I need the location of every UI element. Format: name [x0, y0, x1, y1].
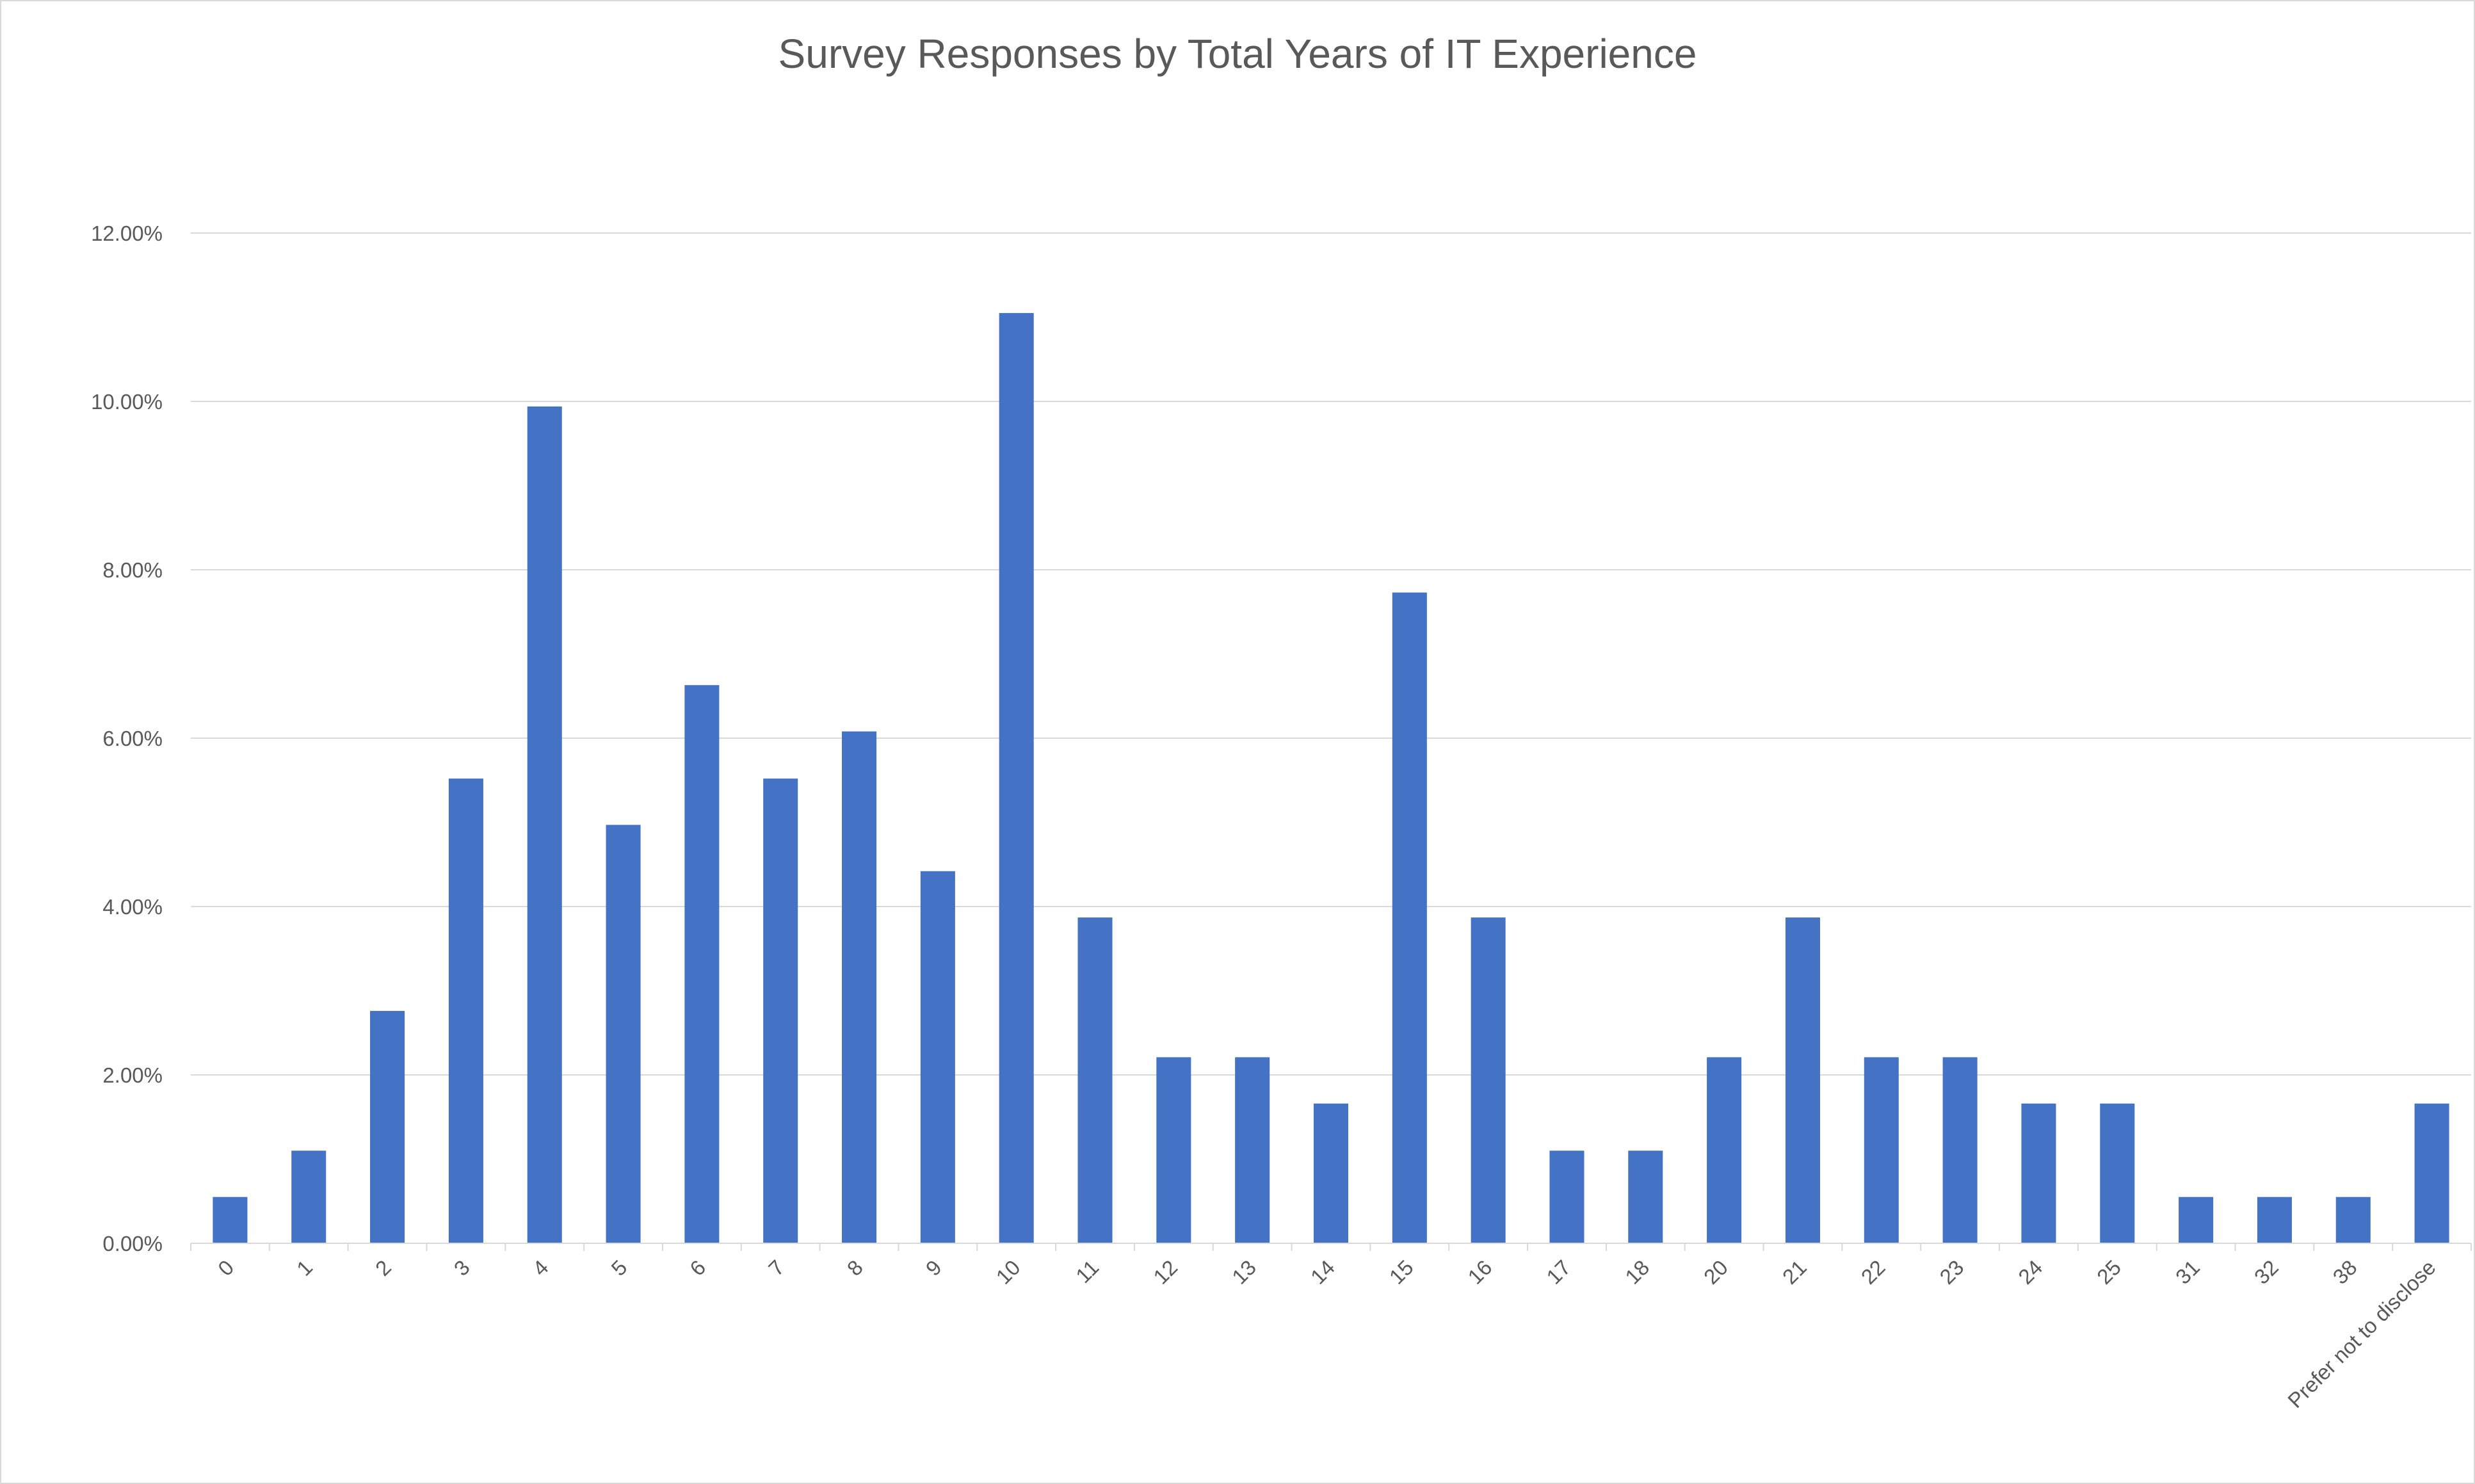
y-tick-label: 0.00% [102, 1232, 163, 1255]
bars [213, 312, 2449, 1243]
x-tick-label: 21 [1778, 1255, 1811, 1289]
x-axis-tick-labels: 0 1 2 3 4 5 6 7 8 9 10 11 12 13 14 15 16 17 18 20 21 22 23 24 25… [213, 1255, 2440, 1412]
x-tick-label: 11 [1071, 1255, 1103, 1287]
x-tick-label: 16 [1463, 1255, 1496, 1289]
bar [1785, 917, 1820, 1243]
x-tick-label: 8 [842, 1255, 867, 1280]
x-tick-label: 0 [213, 1255, 238, 1280]
x-tick-label: 9 [921, 1255, 946, 1280]
x-tick-label: 4 [528, 1255, 553, 1280]
bar [2179, 1197, 2214, 1243]
bar [370, 1011, 405, 1243]
bar [1156, 1057, 1191, 1243]
bar [684, 685, 720, 1243]
x-tick-label: 6 [685, 1255, 710, 1280]
x-tick-label: 10 [992, 1255, 1025, 1289]
x-tick-label: 15 [1385, 1255, 1418, 1289]
x-tick-label: 1 [292, 1255, 317, 1280]
chart-title: Survey Responses by Total Years of IT Ex… [778, 31, 1697, 77]
x-tick-label: 13 [1227, 1255, 1261, 1289]
y-tick-label: 10.00% [91, 390, 163, 414]
y-tick-label: 4.00% [102, 895, 163, 919]
bar [2335, 1197, 2371, 1243]
bar [606, 825, 641, 1243]
bar [2021, 1103, 2056, 1243]
x-tick-label: 3 [449, 1255, 474, 1280]
bar [999, 312, 1034, 1243]
bar [527, 406, 562, 1243]
bar [1864, 1057, 1899, 1243]
x-tick-label: Prefer not to disclose [2283, 1255, 2440, 1412]
bar [920, 871, 955, 1243]
bar [1628, 1150, 1663, 1243]
bar [1549, 1150, 1584, 1243]
x-tick-label: 12 [1149, 1255, 1182, 1289]
bar [2257, 1197, 2292, 1243]
bar [2414, 1103, 2449, 1243]
bar [1471, 917, 1506, 1243]
x-tick-label: 5 [606, 1255, 631, 1280]
bar [213, 1197, 248, 1243]
y-tick-label: 8.00% [102, 558, 163, 582]
y-tick-label: 12.00% [91, 222, 163, 245]
x-tick-label: 22 [1857, 1255, 1890, 1289]
bar [1942, 1057, 1978, 1243]
x-tick-label: 24 [2013, 1255, 2047, 1289]
x-tick-label: 32 [2250, 1255, 2283, 1289]
x-tick-label: 2 [371, 1255, 396, 1280]
bar [448, 778, 483, 1243]
bar [2100, 1103, 2135, 1243]
bar [842, 731, 877, 1243]
y-axis-tick-labels: 0.00% 2.00% 4.00% 6.00% 8.00% 10.00% 12.00% [91, 222, 163, 1255]
bar [1077, 917, 1113, 1243]
x-tick-label: 17 [1542, 1255, 1575, 1289]
bar [1313, 1103, 1349, 1243]
y-tick-label: 2.00% [102, 1063, 163, 1087]
bar [1392, 592, 1427, 1243]
bar [763, 778, 798, 1243]
y-tick-label: 6.00% [102, 727, 163, 750]
x-tick-label: 23 [1935, 1255, 1968, 1289]
x-tick-label: 18 [1620, 1255, 1654, 1289]
bar [291, 1150, 327, 1243]
x-tick-label: 25 [2092, 1255, 2125, 1289]
axes [190, 1243, 2472, 1251]
x-tick-label: 14 [1306, 1255, 1339, 1289]
bar [1707, 1057, 1742, 1243]
x-tick-label: 7 [764, 1255, 789, 1280]
x-tick-label: 38 [2328, 1255, 2362, 1289]
bar [1235, 1057, 1270, 1243]
x-tick-label: 31 [2171, 1255, 2204, 1289]
x-tick-label: 20 [1699, 1255, 1732, 1289]
gridlines [191, 232, 2471, 1076]
